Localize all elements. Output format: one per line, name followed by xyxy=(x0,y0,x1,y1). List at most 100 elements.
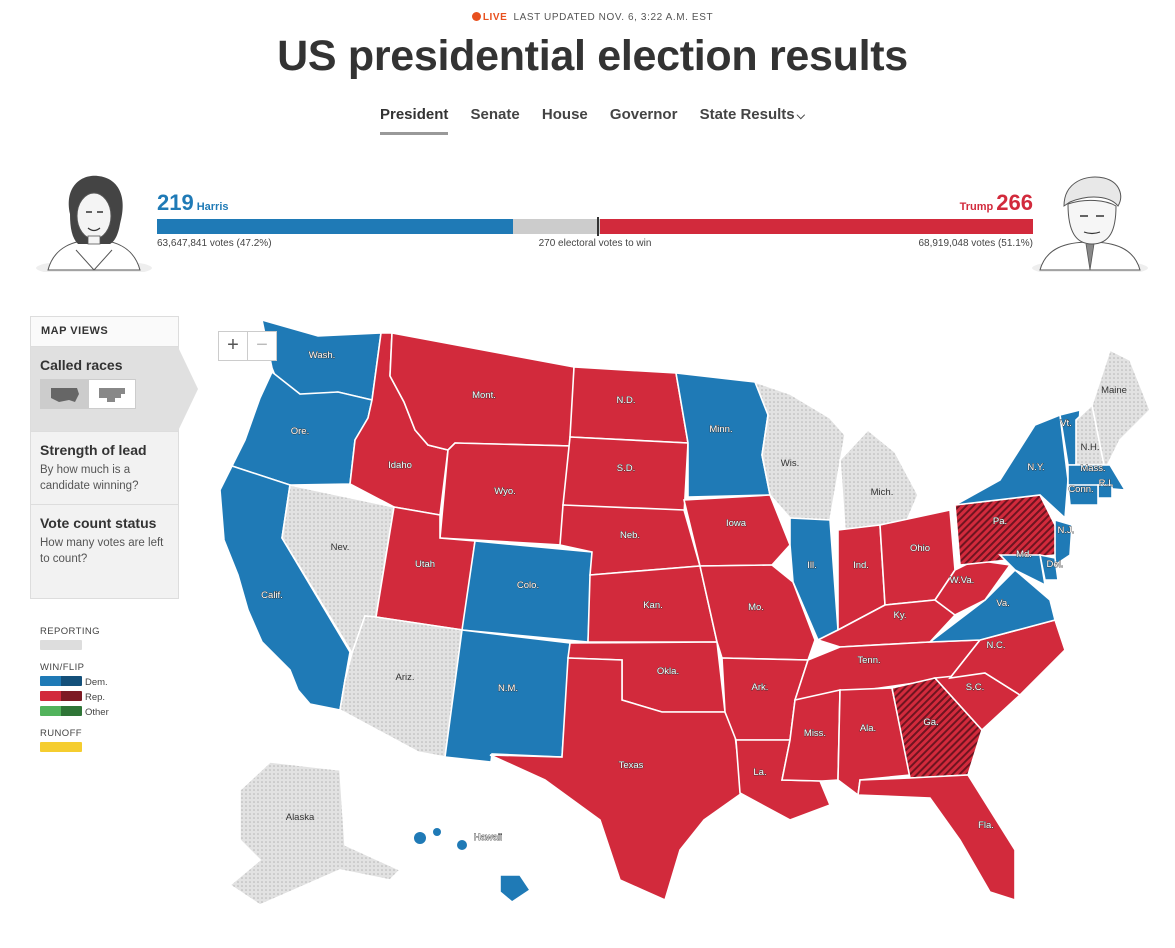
state-texas[interactable] xyxy=(489,657,743,902)
us-map: Wash. Ore. Calif. Nev. Idaho Mont. Wyo. Utah Ari… xyxy=(219,318,1151,906)
view-called-races-title: Called races xyxy=(40,357,123,373)
state-label-md: Md. xyxy=(1016,549,1032,560)
legend-other-swatch xyxy=(40,706,82,716)
live-status: LIVE LAST UPDATED NOV. 6, 3:22 A.M. EST xyxy=(0,12,1175,23)
zoom-out-button[interactable]: − xyxy=(247,331,277,361)
us-map-icon[interactable] xyxy=(40,379,88,409)
state-hawaii[interactable] xyxy=(499,874,532,903)
tab-governor[interactable]: Governor xyxy=(609,106,678,123)
cartogram-icon[interactable] xyxy=(88,379,136,409)
state-fla[interactable] xyxy=(857,774,1016,902)
harris-portrait xyxy=(36,175,152,272)
state-label-ala: Ala. xyxy=(860,723,876,734)
state-label-minn: Minn. xyxy=(709,424,732,435)
view-count-desc: How many votes are left to count? xyxy=(40,537,164,565)
state-s-d[interactable] xyxy=(562,436,689,516)
tab-state-results[interactable]: State Results ⌵ xyxy=(700,106,805,132)
view-strength-of-lead[interactable]: Strength of lead By how much is a candid… xyxy=(31,432,178,505)
state-label-wis: Wis. xyxy=(781,458,799,469)
map-legend: REPORTING WIN/FLIP Dem. Rep. Other RUNOF… xyxy=(40,626,109,754)
state-label-va: Va. xyxy=(996,598,1010,609)
state-label-iowa: Iowa xyxy=(726,518,747,529)
state-label-okla: Okla. xyxy=(657,666,679,677)
state-label-n-c: N.C. xyxy=(987,640,1006,651)
state-label-del: Del. xyxy=(1047,559,1064,570)
tab-president[interactable]: President xyxy=(380,106,449,135)
state-n-j[interactable] xyxy=(1054,518,1073,567)
state-label-calif: Calif. xyxy=(261,590,283,601)
state-label-vt: Vt. xyxy=(1060,418,1072,429)
state-colo[interactable] xyxy=(461,540,593,643)
legend-winflip: WIN/FLIP xyxy=(40,662,85,673)
win-threshold-marker xyxy=(596,217,599,236)
state-label-mass: Mass. xyxy=(1080,463,1105,474)
legend-rep-swatch xyxy=(40,691,82,701)
state-conn[interactable] xyxy=(1067,484,1099,506)
state-label-w-va: W.Va. xyxy=(950,575,975,586)
state-ga[interactable] xyxy=(891,677,983,779)
harris-ev-count: 219 xyxy=(157,190,194,215)
map-views-title: MAP VIEWS xyxy=(31,317,178,347)
hawaii-island-2[interactable] xyxy=(433,828,441,836)
state-label-hawaii: Hawaii xyxy=(474,832,503,843)
state-maine[interactable] xyxy=(1091,348,1151,473)
state-iowa[interactable] xyxy=(682,494,791,567)
state-label-kan: Kan. xyxy=(643,600,663,611)
state-label-ind: Ind. xyxy=(853,560,869,571)
state-label-neb: Neb. xyxy=(620,530,640,541)
view-strength-title: Strength of lead xyxy=(40,442,147,458)
state-n-y[interactable] xyxy=(954,413,1069,520)
state-label-la: La. xyxy=(753,767,766,778)
tab-house[interactable]: House xyxy=(541,106,588,123)
state-alaska[interactable] xyxy=(228,761,402,906)
state-label-texas: Texas xyxy=(619,760,644,771)
legend-runoff-swatch xyxy=(40,742,82,752)
last-updated: LAST UPDATED NOV. 6, 3:22 A.M. EST xyxy=(513,12,714,23)
state-label-s-d: S.D. xyxy=(617,463,635,474)
state-label-wash: Wash. xyxy=(309,350,336,361)
hawaii-island-3[interactable] xyxy=(457,840,467,850)
state-mo[interactable] xyxy=(699,564,816,661)
trump-popular-votes: 68,919,048 votes (51.1%) xyxy=(918,238,1033,249)
view-strength-desc: By how much is a candidate winning? xyxy=(40,464,139,492)
state-mich[interactable] xyxy=(839,428,919,531)
state-label-mich: Mich. xyxy=(871,487,894,498)
hawaii-island-1[interactable] xyxy=(414,832,426,844)
state-n-m[interactable] xyxy=(444,629,571,763)
state-mass[interactable] xyxy=(1067,464,1127,491)
state-label-n-h: N.H. xyxy=(1081,442,1100,453)
tab-state-results-label: State Results xyxy=(699,106,795,123)
tab-senate[interactable]: Senate xyxy=(470,106,520,123)
state-label-n-m: N.M. xyxy=(498,683,518,694)
trump-electoral-votes: Trump 266 xyxy=(957,190,1033,216)
view-count-title: Vote count status xyxy=(40,515,157,531)
state-label-ore: Ore. xyxy=(291,426,309,437)
view-vote-count-status[interactable]: Vote count status How many votes are lef… xyxy=(31,505,178,577)
trump-portrait xyxy=(1032,176,1148,272)
zoom-in-button[interactable]: + xyxy=(218,331,248,361)
state-label-n-y: N.Y. xyxy=(1027,462,1044,473)
view-called-races[interactable]: Called races xyxy=(31,347,198,432)
state-label-nev: Nev. xyxy=(331,542,350,553)
state-wyo[interactable] xyxy=(439,442,573,546)
state-label-ark: Ark. xyxy=(752,682,769,693)
electoral-vote-bar xyxy=(157,217,1033,236)
state-label-n-d: N.D. xyxy=(617,395,636,406)
state-label-wyo: Wyo. xyxy=(494,486,516,497)
legend-reporting-swatch xyxy=(40,640,82,650)
race-tabs: President Senate House Governor State Re… xyxy=(0,106,1175,135)
state-label-ill: Ill. xyxy=(807,560,817,571)
live-dot-icon xyxy=(471,12,481,21)
legend-reporting: REPORTING xyxy=(40,626,100,637)
legend-dem-swatch xyxy=(40,676,82,686)
legend-rep: Rep. xyxy=(85,692,106,703)
state-label-mo: Mo. xyxy=(748,602,764,613)
state-ariz[interactable] xyxy=(339,615,464,758)
legend-other: Other xyxy=(85,707,109,718)
state-label-mont: Mont. xyxy=(472,390,496,401)
harris-bar-fill xyxy=(157,219,514,234)
legend-runoff: RUNOFF xyxy=(40,728,82,739)
state-md[interactable] xyxy=(998,554,1047,587)
state-label-fla: Fla. xyxy=(978,820,994,831)
state-label-alaska: Alaska xyxy=(286,812,315,823)
